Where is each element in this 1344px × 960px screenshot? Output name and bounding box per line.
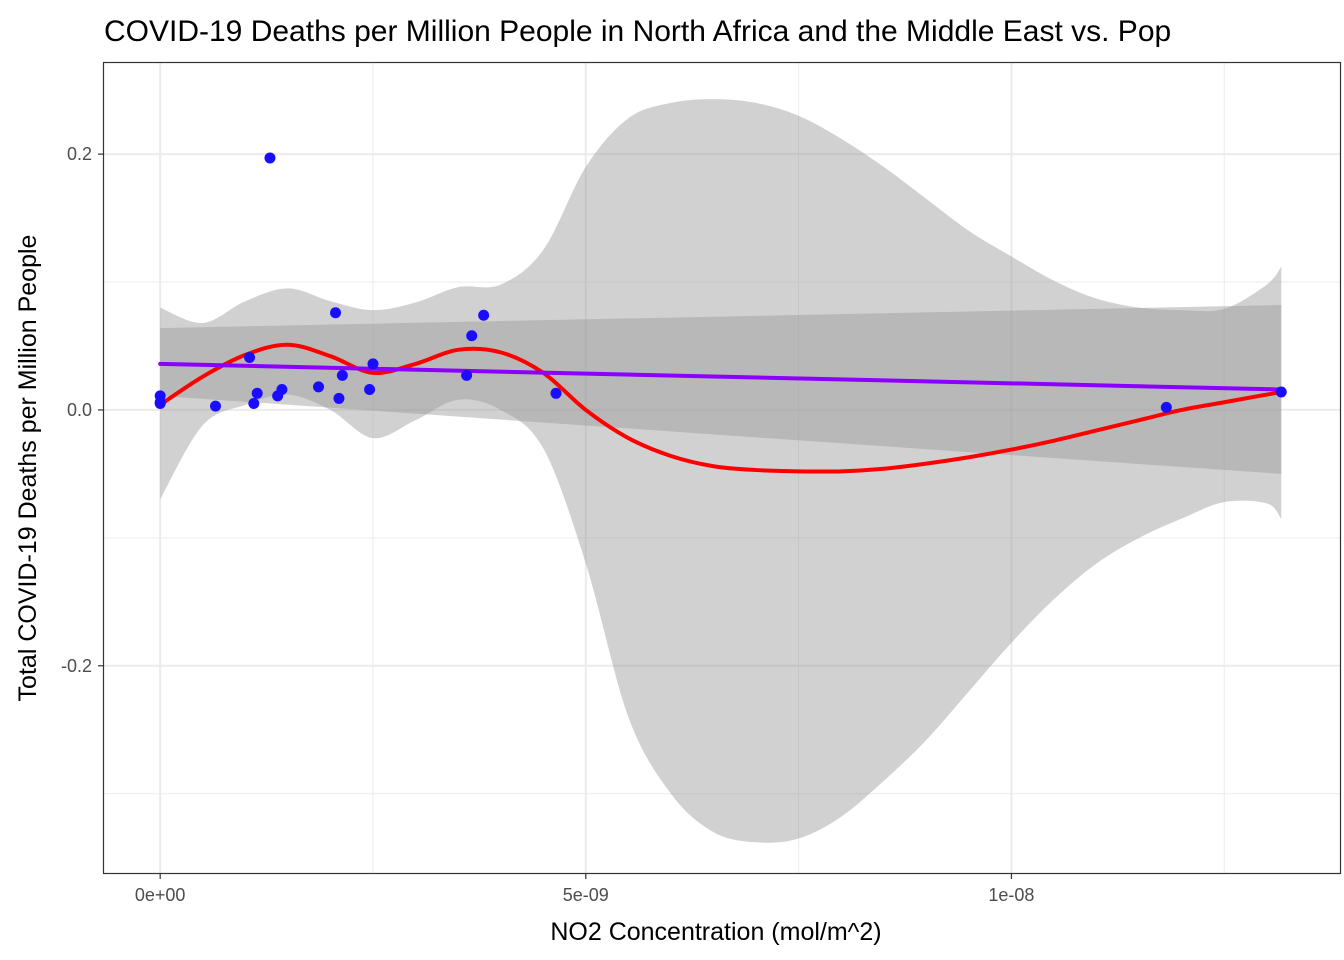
smooth-fit-ribbon — [160, 99, 1282, 843]
x-tick-label: 0e+00 — [135, 885, 186, 905]
data-point — [461, 369, 473, 381]
grid-minor — [104, 62, 1340, 873]
plot-panel — [102, 61, 1342, 875]
data-point — [154, 396, 166, 408]
data-point — [248, 398, 260, 410]
y-tick-label: 0.2 — [67, 144, 92, 164]
data-point — [478, 309, 490, 321]
data-points — [154, 152, 1287, 413]
data-point — [210, 400, 222, 412]
data-point — [550, 387, 562, 399]
linear-fit-line — [158, 361, 1284, 392]
data-point — [333, 392, 345, 404]
fit-lines — [158, 342, 1284, 474]
data-point — [251, 387, 263, 399]
data-point — [364, 383, 376, 395]
data-point — [264, 152, 276, 164]
y-axis-title: Total COVID-19 Deaths per Million People — [14, 235, 42, 702]
chart-title: COVID-19 Deaths per Million People in No… — [104, 15, 1171, 48]
confidence-ribbons — [160, 99, 1282, 843]
data-point — [330, 307, 342, 319]
data-point — [336, 369, 348, 381]
data-point — [276, 383, 288, 395]
x-tick-label: 5e-09 — [563, 885, 609, 905]
x-tick-label: 1e-08 — [988, 885, 1034, 905]
panel-border — [102, 61, 1342, 875]
y-tick-label: 0.0 — [67, 400, 92, 420]
y-tick-label: -0.2 — [61, 656, 92, 676]
smooth-fit-line — [158, 342, 1284, 474]
data-point — [1275, 386, 1287, 398]
data-point — [1160, 401, 1172, 413]
data-point — [244, 351, 256, 363]
y-axis: 0.2 0.0 -0.2 — [61, 144, 104, 676]
data-point — [466, 330, 478, 342]
x-axis: 0e+00 5e-09 1e-08 — [135, 873, 1034, 905]
data-point — [313, 381, 325, 393]
grid-major — [104, 62, 1340, 873]
linear-fit-ribbon — [160, 305, 1282, 474]
x-axis-title: NO2 Concentration (mol/m^2) — [550, 918, 881, 946]
data-point — [367, 358, 379, 370]
